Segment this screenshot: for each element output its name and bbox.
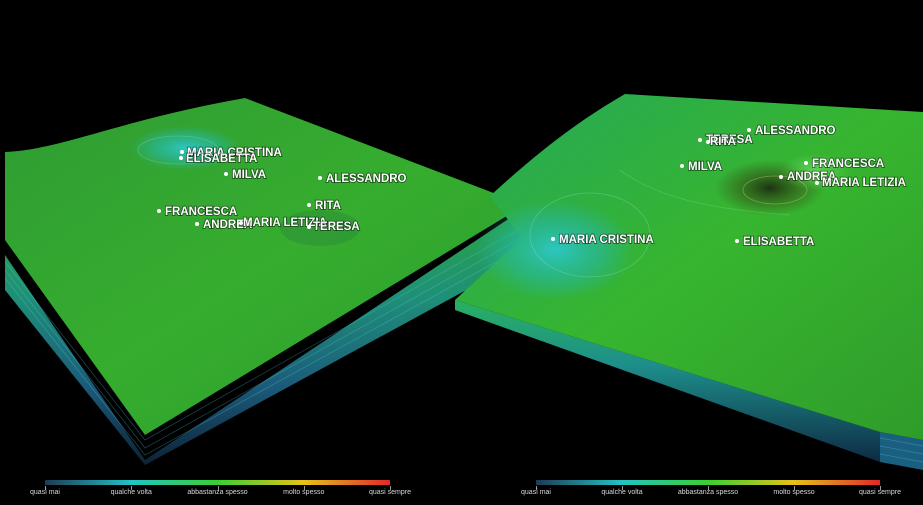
right-slab-side-front <box>880 432 923 470</box>
right-terrain-map: TERESA RITA ALESSANDRO MILVA FRANCESCA A… <box>455 94 923 470</box>
svg-text:MILVA: MILVA <box>232 169 266 181</box>
legend-label-molto-spesso: molto spesso <box>773 489 815 496</box>
legend-label-qualche-volta: qualche volta <box>110 489 152 496</box>
legend-label-abbastanza-spesso: abbastanza spesso <box>677 489 739 496</box>
svg-text:FRANCESCA: FRANCESCA <box>812 158 884 170</box>
legend-label-quasi-mai: quasi mai <box>30 489 60 496</box>
right-color-legend: quasi mai qualche volta abbastanza spess… <box>521 478 901 500</box>
right-slab-layers <box>879 437 923 463</box>
right-slab-side <box>455 300 880 462</box>
right-label-milva: MILVA <box>680 160 723 174</box>
left-label-francesca: FRANCESCA <box>157 205 238 219</box>
left-label-maria-letizia: MARIA LETIZIA <box>239 216 328 230</box>
legend-label-quasi-mai: quasi mai <box>521 489 551 496</box>
svg-text:MARIA LETIZIA: MARIA LETIZIA <box>243 217 327 229</box>
right-labels: TERESA RITA ALESSANDRO MILVA FRANCESCA A… <box>551 124 907 249</box>
svg-text:FRANCESCA: FRANCESCA <box>165 206 237 218</box>
left-label-elisabetta: ELISABETTA <box>179 152 258 166</box>
left-color-legend: quasi mai qualche volta abbastanza spess… <box>30 478 411 500</box>
svg-text:MARIA CRISTINA: MARIA CRISTINA <box>187 147 282 159</box>
left-label-maria-cristina: MARIA CRISTINA <box>180 146 283 160</box>
right-legend-gradient-bar <box>536 480 880 485</box>
svg-text:TERESA: TERESA <box>313 221 360 233</box>
left-label-teresa: TERESA <box>307 220 360 234</box>
svg-text:RITA: RITA <box>710 136 736 148</box>
svg-text:RITA: RITA <box>315 200 341 212</box>
svg-text:MARIA CRISTINA: MARIA CRISTINA <box>559 234 654 246</box>
left-label-rita: RITA <box>307 199 342 213</box>
svg-text:ALESSANDRO: ALESSANDRO <box>326 173 407 185</box>
right-label-maria-cristina: MARIA CRISTINA <box>551 233 655 247</box>
right-label-maria-letizia: MARIA LETIZIA <box>815 176 907 190</box>
right-label-francesca: FRANCESCA <box>804 157 885 171</box>
left-legend-gradient-bar <box>45 480 390 485</box>
right-label-rita: RITA <box>706 135 737 149</box>
legend-label-abbastanza-spesso: abbastanza spesso <box>187 489 248 496</box>
right-label-alessandro: ALESSANDRO <box>747 124 836 138</box>
right-label-teresa: TERESA <box>698 133 753 147</box>
svg-text:ALESSANDRO: ALESSANDRO <box>755 125 836 137</box>
left-slab-top <box>5 98 525 435</box>
left-labels: MARIA CRISTINA ELISABETTA MILVA ALESSAND… <box>157 146 407 234</box>
svg-text:TERESA: TERESA <box>706 134 753 146</box>
left-label-milva: MILVA <box>224 168 267 182</box>
left-label-alessandro: ALESSANDRO <box>318 172 407 186</box>
svg-text:ELISABETTA: ELISABETTA <box>186 153 257 165</box>
svg-text:MARIA LETIZIA: MARIA LETIZIA <box>822 177 906 189</box>
svg-text:MILVA: MILVA <box>688 161 722 173</box>
svg-text:ELISABETTA: ELISABETTA <box>743 236 814 248</box>
legend-label-qualche-volta: qualche volta <box>601 489 643 496</box>
legend-label-quasi-sempre: quasi sempre <box>368 489 412 496</box>
legend-label-molto-spesso: molto spesso <box>283 489 325 496</box>
svg-text:ANDREA: ANDREA <box>787 171 836 183</box>
legend-label-quasi-sempre: quasi sempre <box>858 489 902 496</box>
right-label-elisabetta: ELISABETTA <box>735 235 815 249</box>
left-terrain-map: MARIA CRISTINA ELISABETTA MILVA ALESSAND… <box>4 98 526 465</box>
right-label-andrea: ANDREA <box>779 170 837 184</box>
left-slab-layers <box>4 225 526 456</box>
